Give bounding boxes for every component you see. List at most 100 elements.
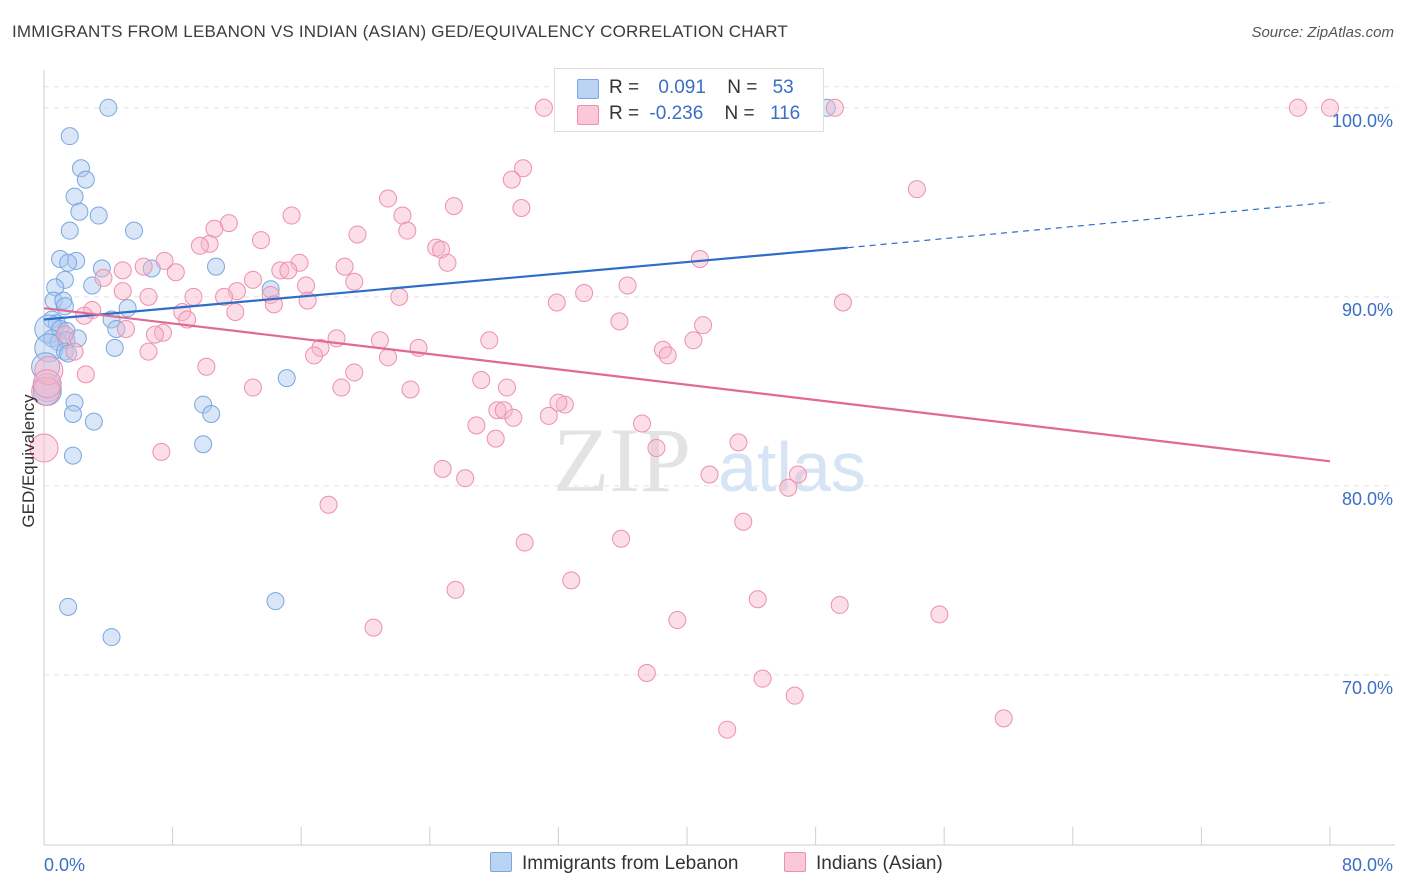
data-point <box>694 316 713 335</box>
data-point <box>668 611 687 630</box>
data-point <box>113 261 132 280</box>
data-point <box>1321 98 1339 117</box>
data-point <box>55 270 74 289</box>
r-value: 0.091 <box>658 77 706 98</box>
r-value: -0.236 <box>649 103 704 124</box>
data-point <box>107 319 126 338</box>
data-point <box>31 352 61 382</box>
data-point <box>480 331 499 350</box>
series-points-0 <box>31 98 836 647</box>
watermark-zip: ZIP <box>553 409 691 511</box>
x-tick-label-min: 0.0% <box>44 855 85 875</box>
data-point <box>456 469 475 488</box>
data-point <box>472 371 491 389</box>
data-point <box>92 259 111 278</box>
data-point <box>76 170 95 189</box>
data-point <box>332 378 351 397</box>
data-point <box>252 231 271 250</box>
data-point <box>65 393 84 412</box>
data-point <box>379 348 398 367</box>
data-point <box>653 340 672 359</box>
data-point <box>486 429 505 448</box>
stats-legend: R = 0.091 N = 53 R = -0.236 N = 116 <box>554 68 824 132</box>
data-point <box>102 628 121 647</box>
data-point <box>59 344 78 363</box>
data-point <box>514 159 533 178</box>
data-point <box>534 98 553 117</box>
y-tick-label: 90.0% <box>1342 300 1393 320</box>
data-point <box>690 250 709 269</box>
data-point <box>70 202 89 221</box>
data-point <box>59 597 78 616</box>
data-point <box>261 280 280 299</box>
data-point <box>785 686 804 705</box>
data-point <box>215 287 234 306</box>
data-point <box>700 465 719 484</box>
data-point <box>305 346 324 365</box>
data-point <box>658 346 677 365</box>
data-point <box>65 342 84 361</box>
data-point <box>994 709 1013 728</box>
data-point <box>63 405 82 424</box>
grid-lines <box>44 86 1395 676</box>
data-point <box>84 412 103 431</box>
legend-label-indians: Indians (Asian) <box>816 853 943 874</box>
data-point <box>311 338 330 357</box>
data-point <box>60 127 79 146</box>
data-point <box>512 198 531 217</box>
data-point <box>497 378 516 397</box>
data-points <box>29 98 1339 739</box>
n-label: N = <box>724 103 755 124</box>
tick-labels: 70.0% 80.0% 90.0% 100.0% 0.0% 80.0% <box>44 111 1393 875</box>
data-point <box>390 287 409 306</box>
legend-item-lebanon[interactable]: Immigrants from Lebanon <box>490 852 739 875</box>
data-point <box>753 669 772 688</box>
series-points-1 <box>29 98 1339 739</box>
data-point <box>277 369 296 388</box>
data-point <box>94 268 113 287</box>
data-point <box>89 206 108 225</box>
data-point <box>243 378 262 397</box>
data-point <box>1288 98 1307 117</box>
data-point <box>494 401 513 420</box>
swatch-indians <box>577 105 599 125</box>
data-point <box>779 478 798 497</box>
data-point <box>718 720 737 739</box>
data-point <box>610 312 629 331</box>
data-point <box>194 435 213 454</box>
y-axis-label: GED/Equivalency <box>19 394 38 528</box>
data-point <box>125 221 144 240</box>
data-point <box>55 325 74 344</box>
data-point <box>379 189 398 208</box>
data-point <box>59 253 78 272</box>
data-point <box>788 465 807 484</box>
data-point <box>319 495 338 514</box>
data-point <box>205 219 224 238</box>
data-point <box>575 284 594 303</box>
data-point <box>488 401 507 420</box>
data-point <box>46 278 65 297</box>
data-point <box>105 338 124 357</box>
data-point <box>190 236 209 255</box>
data-point <box>29 433 59 463</box>
data-point <box>502 170 521 189</box>
data-point <box>612 529 631 548</box>
data-point <box>539 406 558 425</box>
data-point <box>345 272 364 291</box>
data-point <box>833 293 852 312</box>
legend-item-indians[interactable]: Indians (Asian) <box>784 852 943 875</box>
data-point <box>438 253 457 272</box>
data-point <box>145 325 164 344</box>
data-point <box>335 257 354 276</box>
data-point <box>118 299 137 318</box>
legend-swatch-lebanon <box>490 852 512 872</box>
data-point <box>830 595 849 614</box>
data-point <box>467 416 486 435</box>
data-point <box>348 225 367 244</box>
data-point <box>345 363 364 382</box>
data-point <box>618 276 637 295</box>
trend-line-lebanon <box>43 246 848 321</box>
trend-line-indians <box>43 307 1331 463</box>
data-point <box>825 98 844 117</box>
